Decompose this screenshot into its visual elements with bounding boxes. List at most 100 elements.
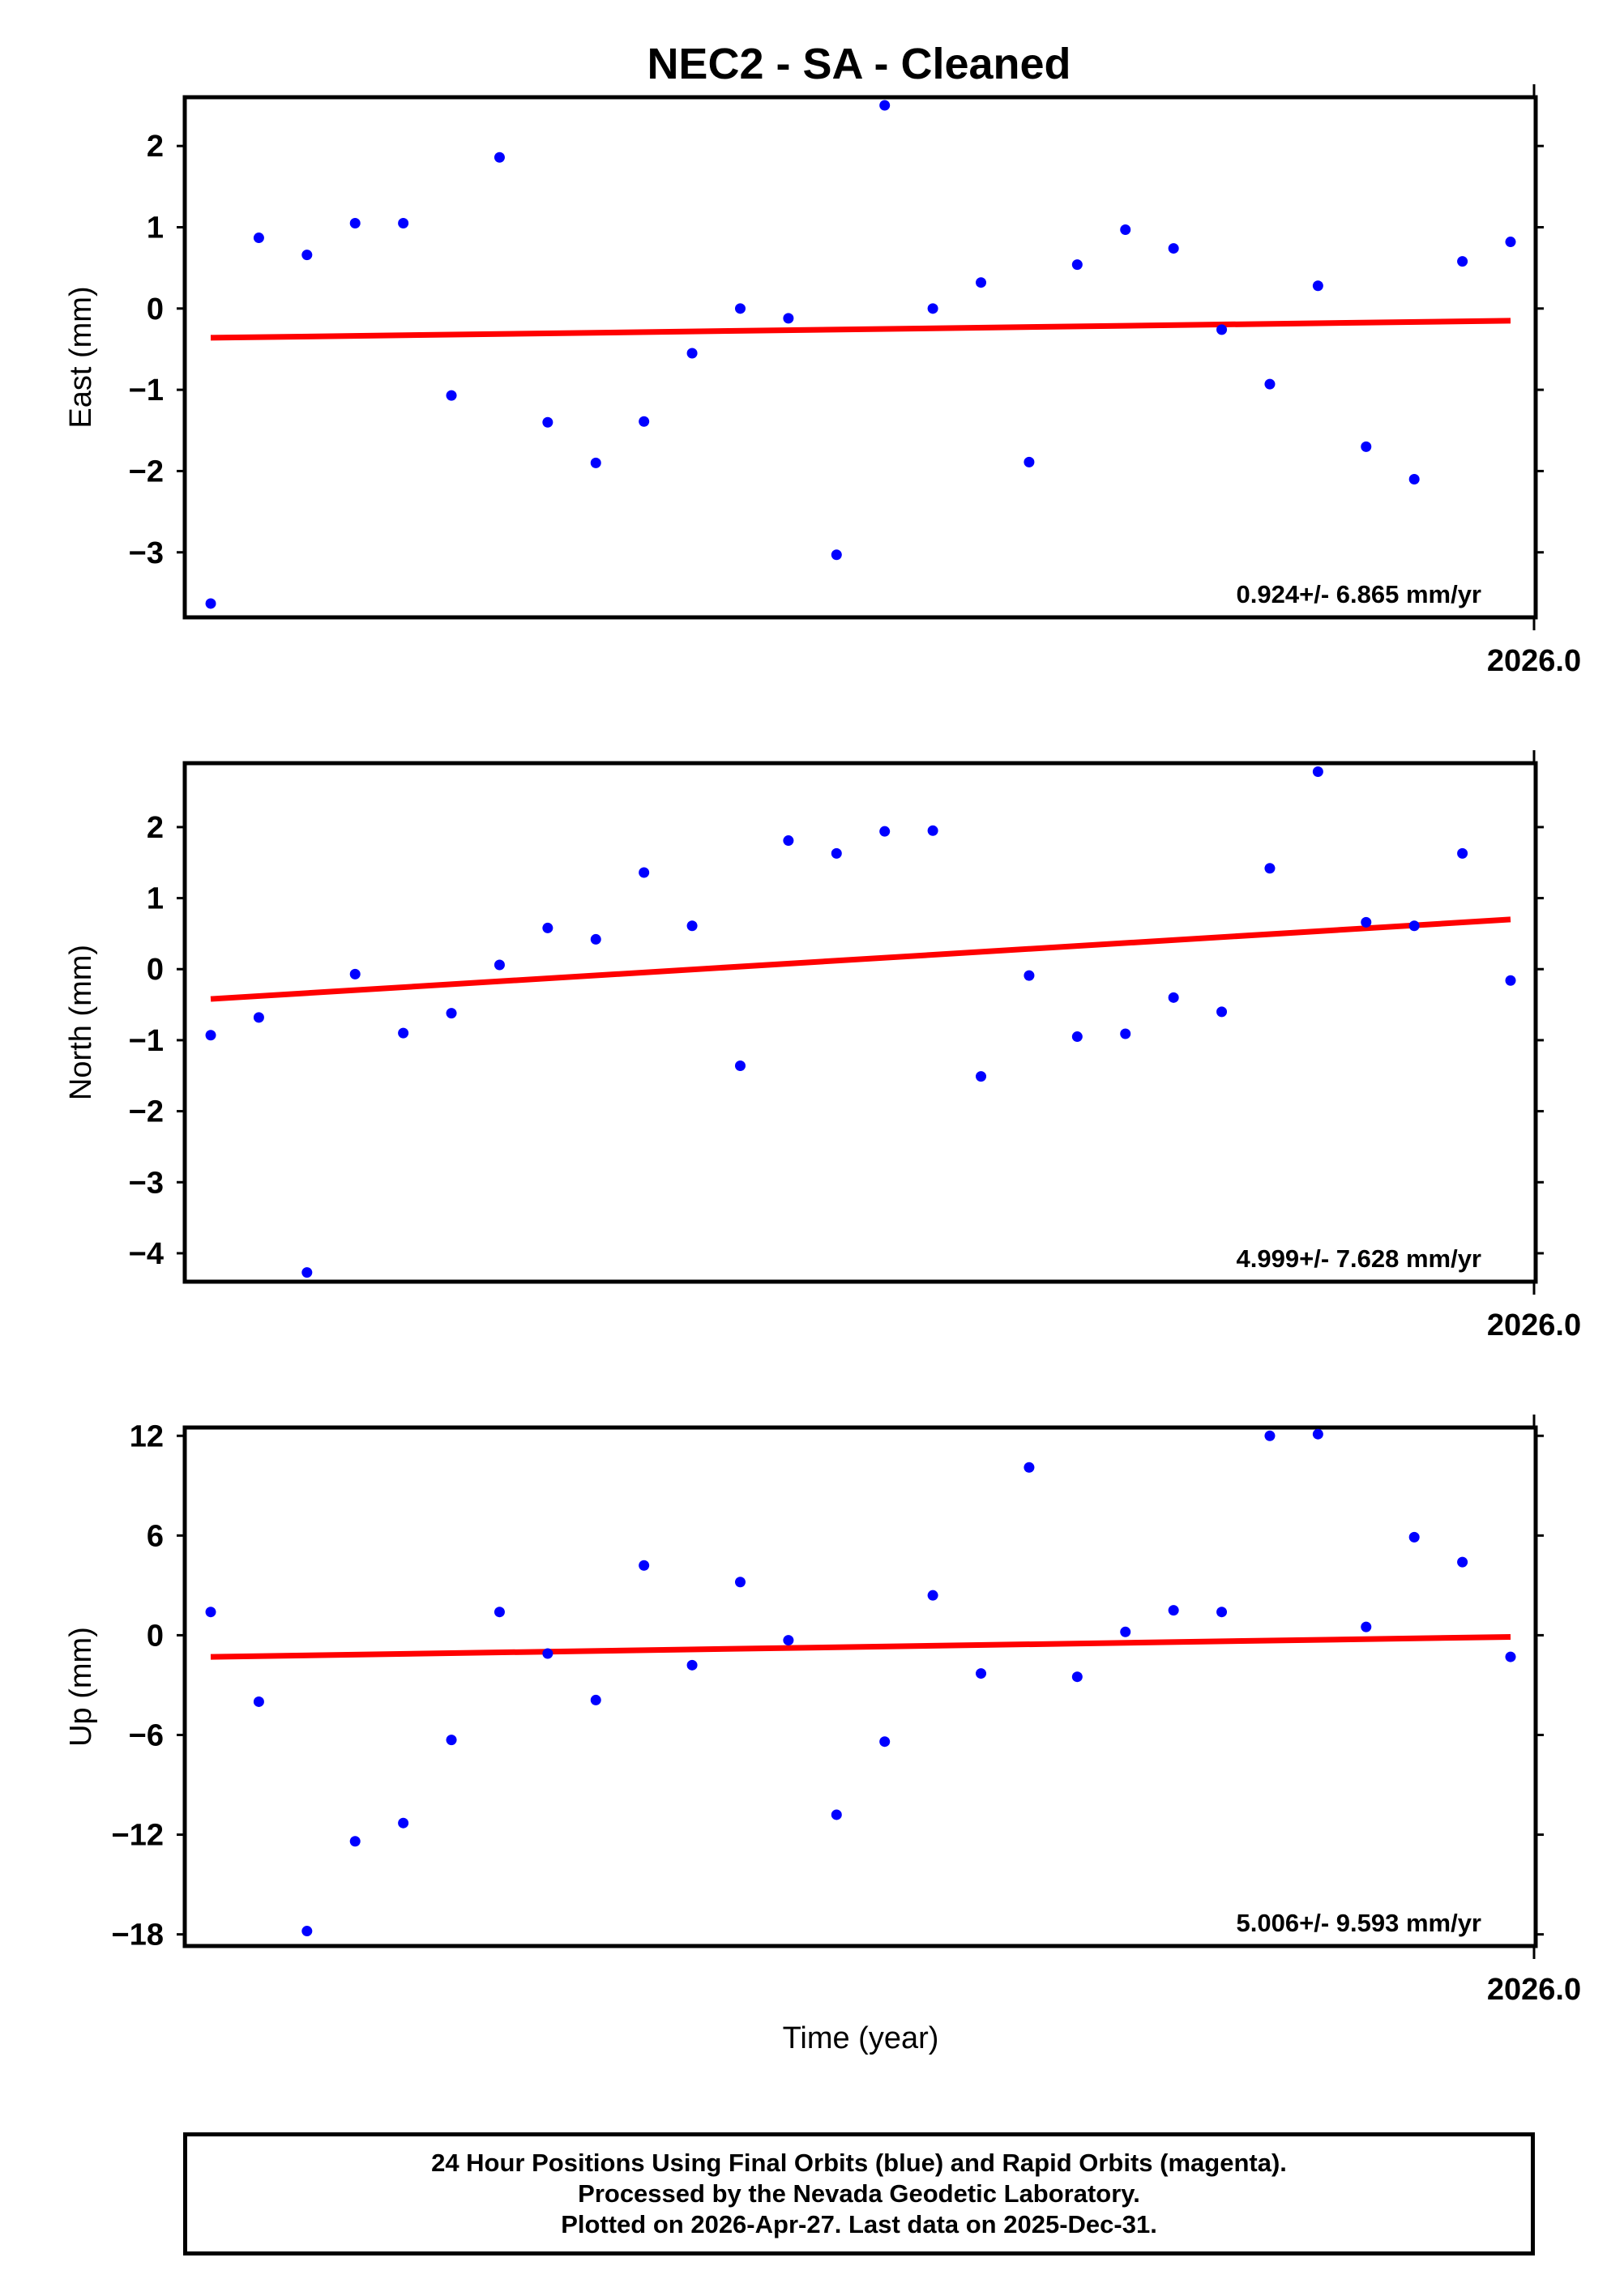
east-data-point	[831, 549, 842, 561]
east-ylabel: East (mm)	[64, 286, 98, 428]
footer-line-3: Plotted on 2026-Apr-27. Last data on 202…	[561, 2210, 1157, 2238]
north-data-point	[783, 835, 794, 847]
up-frame	[182, 1425, 1538, 1948]
up-ytick-label: 12	[130, 1419, 164, 1453]
north-data-point	[1168, 992, 1179, 1003]
north-data-point	[734, 1060, 746, 1071]
east-data-point	[349, 217, 361, 228]
up-data-point	[253, 1696, 264, 1707]
north-data-point	[879, 826, 891, 837]
up-xtick-label: 2026.0	[1487, 1973, 1581, 2007]
east-data-point	[494, 152, 505, 163]
north-data-point	[349, 968, 361, 979]
up-data-point	[542, 1648, 553, 1659]
up-data-point	[1216, 1607, 1228, 1618]
north-data-point	[976, 1071, 987, 1082]
north-data-point	[590, 933, 601, 945]
north-ytick-label: 2	[147, 811, 164, 845]
up-data-point	[1071, 1671, 1083, 1683]
north-frame	[182, 761, 1538, 1284]
north-data-point	[1505, 975, 1516, 986]
north-data-point	[1312, 766, 1323, 778]
up-data-point	[1024, 1462, 1035, 1473]
up-data-point	[1457, 1556, 1468, 1568]
east-data-point	[590, 457, 601, 468]
north-ytick-label: −4	[129, 1237, 164, 1271]
up-data-point	[976, 1668, 987, 1679]
north-data-point	[446, 1008, 457, 1019]
north-data-point	[1264, 863, 1276, 874]
north-data-point	[686, 920, 698, 932]
up-data-point	[301, 1926, 313, 1937]
charts-canvas: 2 1 0 −1 −2 −3 East (mm) 2026.0 0.924+/- 6.865 m…	[64, 84, 1581, 2055]
east-data-point	[1505, 237, 1516, 248]
north-data-point	[494, 959, 505, 971]
east-panel: 2 1 0 −1 −2 −3 East (mm) 2026.0 0.924+/- 6.865 m…	[64, 84, 1581, 678]
east-data-point	[1216, 324, 1228, 335]
up-data-point	[639, 1560, 650, 1571]
up-data-point	[1312, 1428, 1323, 1440]
north-data-point	[253, 1012, 264, 1023]
east-data-point	[927, 303, 938, 314]
up-data-point	[927, 1590, 938, 1601]
up-rate-label: 5.006+/- 9.593 mm/yr	[1237, 1909, 1481, 1937]
north-data-point	[205, 1030, 216, 1041]
east-ytick-label: 0	[147, 292, 164, 326]
east-data-point	[1457, 256, 1468, 267]
up-trend-line	[210, 1633, 1511, 1660]
up-data-point	[734, 1577, 746, 1588]
north-data-point	[1071, 1031, 1083, 1043]
east-data-point	[783, 313, 794, 324]
north-rate-label: 4.999+/- 7.628 mm/yr	[1237, 1244, 1481, 1273]
east-data-point	[398, 217, 409, 228]
north-data-point	[398, 1027, 409, 1039]
up-ytick-label: −18	[112, 1918, 164, 1952]
north-data-point	[1408, 920, 1420, 932]
east-ytick-label: 1	[147, 211, 164, 245]
north-data-point	[1024, 970, 1035, 981]
north-ytick-label: −2	[129, 1095, 164, 1129]
east-data-point	[205, 598, 216, 609]
east-data-point	[1120, 224, 1131, 236]
east-data-point	[542, 416, 553, 428]
chart-title: NEC2 - SA - Cleaned	[647, 40, 1071, 88]
footer-line-1: 24 Hour Positions Using Final Orbits (bl…	[431, 2149, 1287, 2177]
up-panel: 12 6 0 −6 −12 −18 Up (mm) 2026.0 5.006+/- 9.593 …	[64, 1415, 1581, 2007]
north-ytick-label: −1	[129, 1024, 164, 1058]
up-data-point	[783, 1635, 794, 1646]
up-data-point	[1120, 1626, 1131, 1637]
north-data-point	[301, 1267, 313, 1278]
north-data-point	[1120, 1028, 1131, 1039]
up-data-point	[205, 1607, 216, 1618]
north-data-point	[927, 825, 938, 836]
east-ytick-label: −2	[129, 455, 164, 489]
east-data-point	[1408, 473, 1420, 484]
east-frame	[182, 95, 1538, 620]
east-data-point	[1024, 456, 1035, 467]
up-data-point	[1408, 1531, 1420, 1543]
up-ylabel: Up (mm)	[64, 1627, 98, 1747]
up-data-point	[398, 1817, 409, 1829]
north-data-point	[1361, 916, 1372, 928]
footer-box: 24 Hour Positions Using Final Orbits (bl…	[183, 2132, 1535, 2255]
east-xtick-label: 2026.0	[1487, 644, 1581, 678]
north-data-point	[1457, 847, 1468, 859]
north-ytick-label: −3	[129, 1166, 164, 1200]
east-data-point	[1361, 441, 1372, 452]
up-ytick-label: 6	[147, 1519, 164, 1553]
east-data-point	[686, 348, 698, 359]
north-data-point	[831, 847, 842, 859]
east-trend-line	[210, 318, 1511, 341]
footer-line-2: Processed by the Nevada Geodetic Laborat…	[578, 2179, 1140, 2208]
east-data-point	[446, 390, 457, 401]
up-data-point	[590, 1694, 601, 1705]
up-data-point	[1505, 1651, 1516, 1662]
east-ytick-label: −1	[129, 373, 164, 408]
north-data-point	[1216, 1006, 1228, 1018]
east-data-point	[734, 303, 746, 314]
up-data-point	[879, 1736, 891, 1748]
up-data-point	[349, 1836, 361, 1847]
up-data-point	[1264, 1430, 1276, 1441]
east-data-point	[976, 277, 987, 288]
up-data-point	[831, 1809, 842, 1820]
